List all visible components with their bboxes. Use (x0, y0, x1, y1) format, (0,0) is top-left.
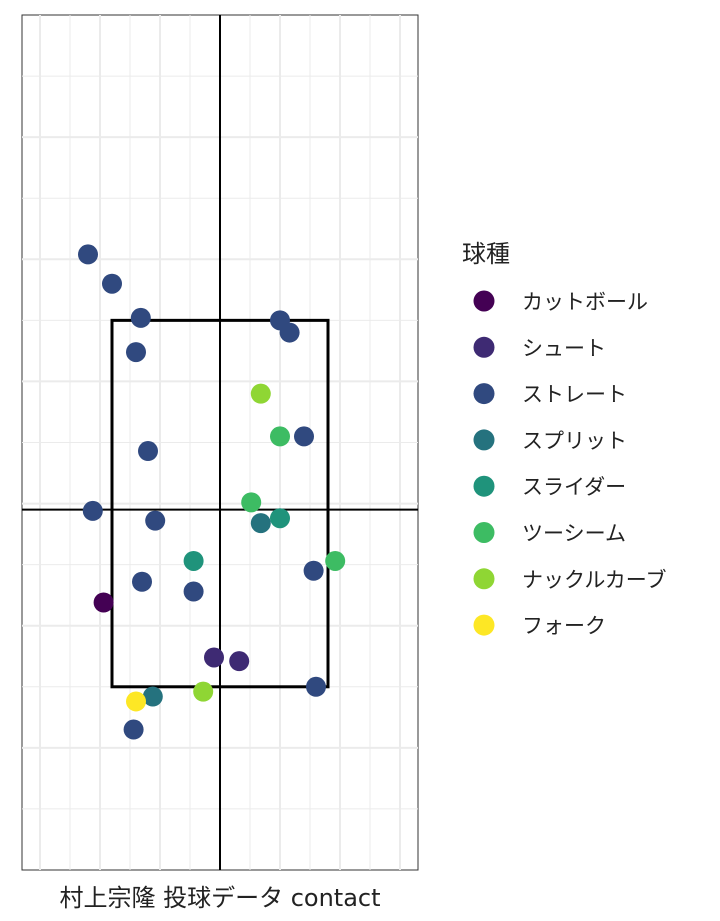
x-axis-label: 村上宗隆 投球データ contact (59, 884, 380, 912)
data-point (183, 581, 204, 602)
legend-swatch (473, 290, 495, 312)
legend-label: ナックルカーブ (522, 568, 666, 592)
strike-zone-box (110, 318, 330, 689)
data-point (229, 651, 250, 672)
data-point (130, 307, 151, 328)
legend-swatch (473, 475, 495, 497)
data-point (93, 592, 114, 613)
data-point (306, 676, 326, 697)
data-point (145, 510, 166, 531)
data-point (183, 550, 204, 571)
data-point (250, 513, 271, 534)
strike-zone (110, 318, 330, 689)
legend-label: フォーク (522, 614, 606, 638)
legend-label: カットボール (522, 290, 648, 314)
legend-label: ツーシーム (522, 522, 626, 546)
data-point (126, 342, 146, 363)
data-point (138, 441, 158, 462)
data-point (193, 681, 214, 702)
data-point (102, 273, 122, 294)
data-point (303, 560, 324, 581)
legend-label: ストレート (522, 383, 627, 407)
legend-label: スプリット (522, 429, 627, 453)
legend-swatch (473, 522, 495, 543)
data-point (294, 426, 314, 447)
data-point (204, 647, 224, 668)
data-point (132, 571, 152, 592)
data-point (270, 426, 290, 447)
legend-title: 球種 (462, 240, 510, 268)
legend-label: シュート (522, 336, 606, 360)
legend-swatch (473, 336, 495, 358)
legend-swatch (473, 429, 495, 451)
legend-swatch (473, 383, 495, 405)
legend-label: スライダー (522, 475, 626, 499)
data-point (241, 492, 262, 513)
data-point (142, 686, 163, 707)
data-point (82, 500, 103, 521)
data-point (126, 691, 146, 712)
legend: 球種 カットボールシュートストレートスプリットスライダーツーシームナックルカーブ… (462, 240, 666, 638)
data-point (123, 719, 144, 740)
data-point (325, 550, 346, 571)
data-point (270, 508, 290, 529)
data-point (78, 244, 98, 265)
data-point (279, 322, 300, 343)
legend-swatch (473, 614, 495, 636)
data-points (78, 244, 346, 740)
data-point (250, 383, 271, 404)
legend-swatch (473, 568, 495, 590)
